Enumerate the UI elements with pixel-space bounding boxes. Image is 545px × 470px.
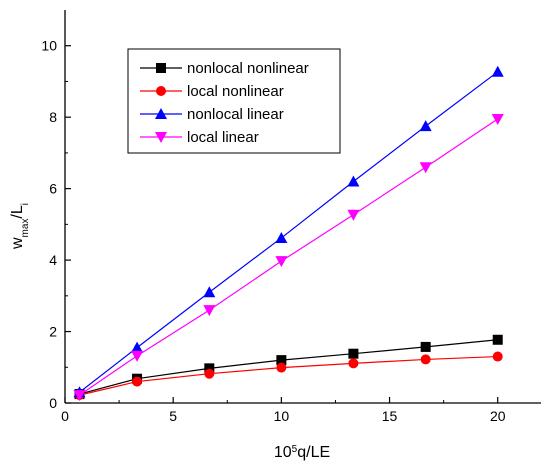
y-axis-title: wmax/Li: [9, 203, 31, 250]
x-axis-title-main: q/LE: [297, 444, 330, 461]
data-point: [347, 175, 359, 186]
data-point: [348, 358, 358, 368]
legend-label: nonlocal nonlinear: [187, 60, 309, 77]
data-point: [275, 232, 287, 243]
legend-label: local nonlinear: [187, 83, 284, 100]
x-axis-title-prefix: 10: [274, 444, 292, 461]
data-point: [132, 377, 142, 387]
y-tick-label: 10: [41, 38, 57, 54]
data-point: [348, 349, 358, 359]
x-tick-label: 15: [382, 408, 398, 424]
x-tick-label: 20: [490, 408, 506, 424]
legend-label: nonlocal linear: [187, 106, 284, 123]
x-tick-label: 10: [274, 408, 290, 424]
data-point: [493, 352, 503, 362]
y-tick-label: 2: [49, 324, 57, 340]
data-point: [276, 363, 286, 373]
legend: nonlocal nonlinear local nonlinear nonloca…: [128, 49, 340, 153]
data-point: [492, 114, 504, 125]
data-point: [420, 120, 432, 131]
legend-marker: [156, 86, 166, 96]
y-axis-title-mid: /L: [9, 205, 26, 218]
y-tick-label: 0: [49, 395, 57, 411]
data-point: [204, 369, 214, 379]
y-axis-title-main: w: [9, 237, 26, 250]
data-point: [347, 210, 359, 221]
series-line: [79, 119, 497, 395]
data-point: [203, 286, 215, 297]
data-point: [131, 351, 143, 362]
x-tick-label: 5: [169, 408, 177, 424]
x-axis-title: 105q/LE: [274, 444, 330, 462]
y-tick-label: 6: [49, 181, 57, 197]
series-line: [79, 357, 497, 396]
data-point: [275, 256, 287, 267]
x-tick-label: 0: [61, 408, 69, 424]
data-point: [421, 354, 431, 364]
y-tick-label: 8: [49, 109, 57, 125]
legend-marker: [156, 63, 166, 73]
y-tick-label: 4: [49, 252, 57, 268]
data-point: [421, 342, 431, 352]
y-axis-title-subscript: max: [20, 219, 31, 238]
data-point: [493, 335, 503, 345]
series-local-linear: [73, 114, 503, 401]
y-axis-title-subscript-2: i: [20, 203, 31, 205]
x-axis: 0 5 10 15 20: [61, 397, 506, 424]
y-axis: 0 2 4 6 8 10: [41, 38, 71, 411]
data-point: [492, 66, 504, 77]
data-point: [203, 305, 215, 316]
data-point: [420, 162, 432, 173]
legend-label: local linear: [187, 129, 259, 146]
